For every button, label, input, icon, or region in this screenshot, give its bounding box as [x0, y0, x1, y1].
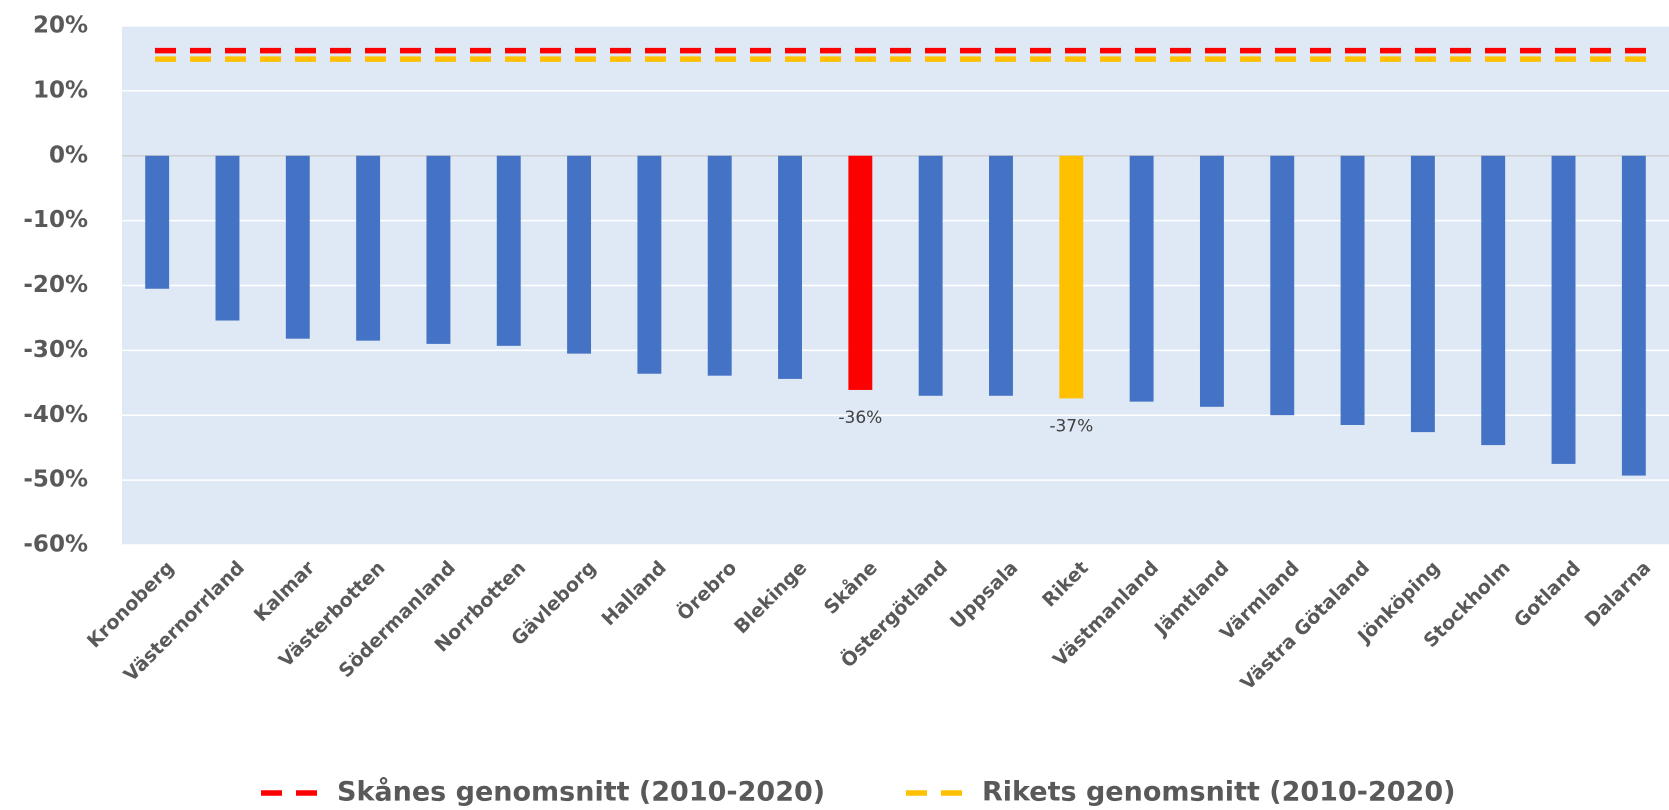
- data-label: -37%: [1049, 416, 1093, 436]
- y-tick-label: -10%: [23, 207, 88, 233]
- bar: [145, 155, 170, 289]
- y-tick-label: 10%: [33, 77, 88, 103]
- bar: [356, 155, 381, 341]
- legend-label: Skånes genomsnitt (2010-2020): [337, 776, 825, 808]
- legend-label: Rikets genomsnitt (2010-2020): [982, 777, 1455, 808]
- x-tick-label: Västra Götaland: [1236, 557, 1374, 695]
- y-tick-label: -40%: [23, 402, 88, 428]
- bar: [1270, 155, 1295, 416]
- x-tick-label: Gotland: [1510, 557, 1585, 632]
- x-tick-label: Södermanland: [335, 557, 460, 682]
- y-tick-label: -60%: [23, 532, 88, 558]
- y-tick-label: -30%: [23, 337, 88, 363]
- bar: [426, 155, 451, 344]
- bar: [637, 155, 662, 374]
- bar: [1621, 155, 1646, 476]
- bar: [1481, 155, 1506, 446]
- x-tick-label: Dalarna: [1581, 557, 1656, 632]
- bar: [285, 155, 310, 339]
- x-tick-label: Uppsala: [946, 557, 1022, 633]
- x-tick-label: Skåne: [818, 555, 881, 618]
- y-tick-label: 20%: [33, 13, 88, 39]
- data-label: -36%: [838, 408, 882, 428]
- bar: [496, 155, 521, 346]
- bar: [1199, 155, 1224, 407]
- x-tick-label: Riket: [1038, 557, 1093, 612]
- bar: [848, 155, 873, 390]
- x-tick-label: Halland: [597, 557, 670, 630]
- bar: [1129, 155, 1154, 402]
- x-tick-label: Blekinge: [730, 557, 811, 638]
- bar: [707, 155, 732, 376]
- y-tick-label: 0%: [49, 142, 88, 168]
- y-tick-label: -20%: [23, 272, 88, 298]
- bar: [1410, 155, 1435, 433]
- bar: [567, 155, 592, 354]
- bar: [989, 155, 1013, 396]
- bar: [918, 155, 943, 396]
- x-tick-label: Västernorrland: [120, 557, 249, 686]
- bar: [1059, 155, 1084, 399]
- bar: [1340, 155, 1365, 425]
- y-tick-label: -50%: [23, 467, 88, 493]
- bar: [215, 155, 240, 321]
- bar: [1551, 155, 1576, 464]
- x-tick-label: Kalmar: [250, 556, 320, 626]
- bar: [778, 155, 802, 379]
- x-tick-label: Örebro: [672, 555, 742, 625]
